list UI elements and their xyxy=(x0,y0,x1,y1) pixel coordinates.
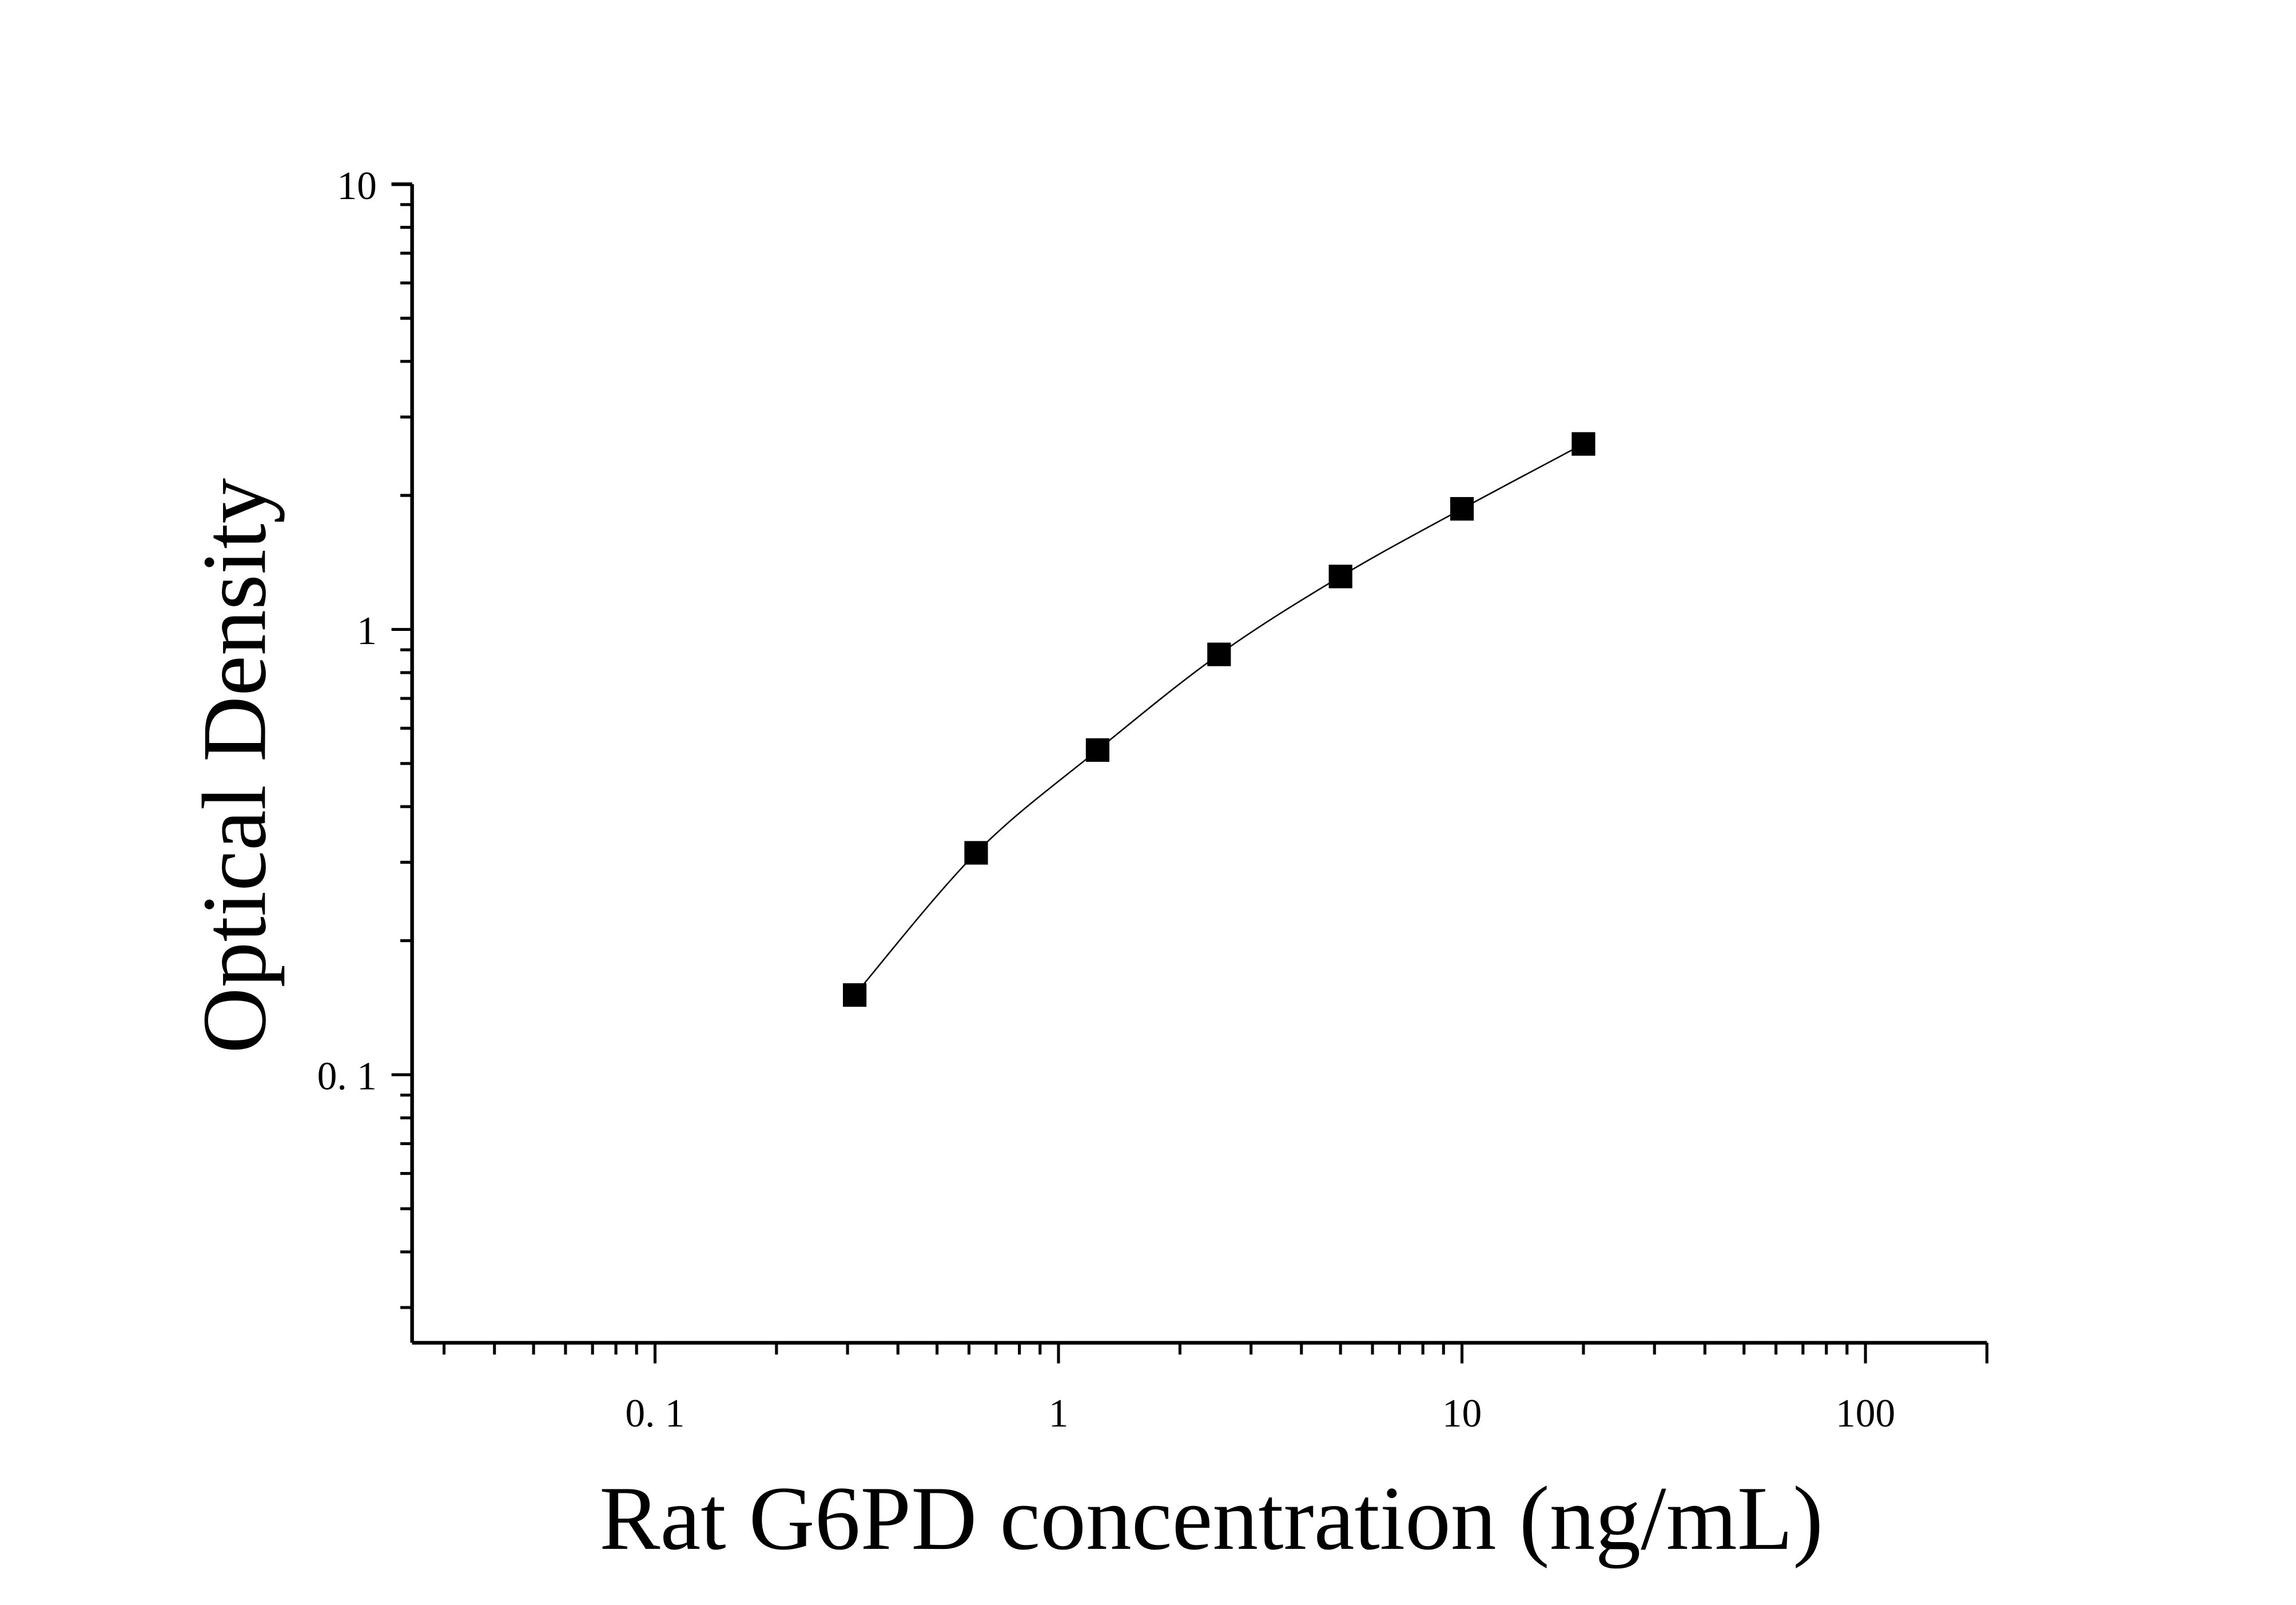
data-point xyxy=(1571,432,1595,456)
fit-curve xyxy=(854,443,1584,996)
x-tick-label: 1 xyxy=(1049,1392,1069,1436)
axes: 0. 1 1 10 100 0. 1 1 10 xyxy=(317,164,1989,1436)
x-tick-label: 10 xyxy=(1442,1392,1482,1436)
y-tick-label: 10 xyxy=(337,164,376,208)
data-points xyxy=(842,432,1595,1007)
y-tick-label: 0. 1 xyxy=(317,1055,377,1099)
data-point xyxy=(1085,738,1109,762)
y-tick-label: 1 xyxy=(357,609,377,653)
y-axis-label: Optical Density xyxy=(184,478,285,1053)
data-point xyxy=(1207,642,1231,666)
x-axis-label: Rat G6PD concentration (ng/mL) xyxy=(599,1468,1823,1569)
x-tick-label: 100 xyxy=(1836,1392,1895,1436)
x-tick-label: 0. 1 xyxy=(625,1392,685,1436)
data-point xyxy=(964,841,988,865)
data-point xyxy=(1328,565,1352,589)
data-point xyxy=(842,983,867,1007)
data-point xyxy=(1450,496,1474,521)
